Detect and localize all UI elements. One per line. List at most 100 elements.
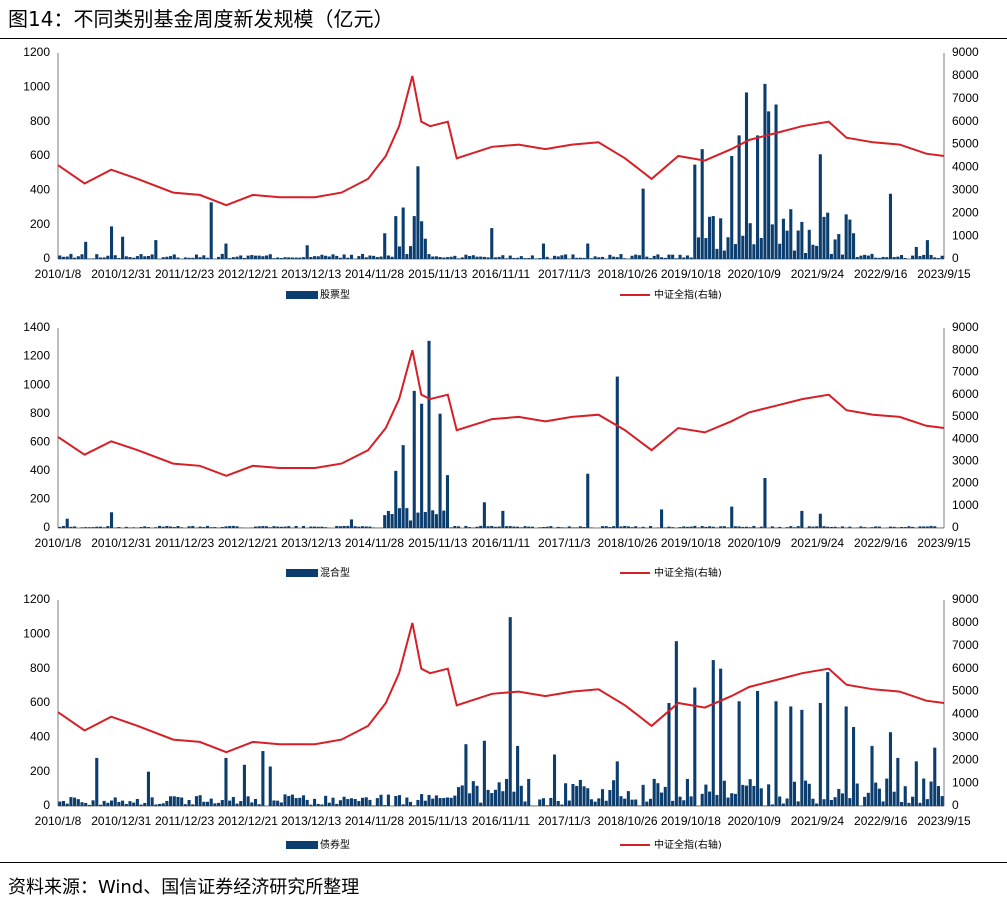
- bar: [346, 525, 350, 528]
- bar: [759, 526, 763, 528]
- bar: [623, 258, 627, 259]
- bar: [911, 796, 915, 806]
- bar: [205, 801, 210, 806]
- bar: [792, 781, 797, 806]
- bar: [693, 525, 697, 528]
- bar: [781, 218, 785, 259]
- title-rule: [0, 38, 1007, 39]
- bar: [564, 527, 568, 528]
- bar: [427, 254, 431, 259]
- bar: [634, 526, 638, 528]
- bar: [320, 254, 324, 259]
- bar: [146, 255, 150, 259]
- bar: [349, 798, 354, 806]
- bar: [752, 525, 756, 528]
- bar: [582, 526, 586, 528]
- left-axis-tick: 200: [30, 764, 50, 778]
- right-axis-tick: 3000: [952, 454, 979, 468]
- legend-line-label: 中证全指(右轴): [654, 838, 722, 851]
- bar: [870, 745, 874, 806]
- bar: [490, 228, 494, 259]
- bar: [205, 525, 210, 528]
- bar: [157, 803, 162, 806]
- bar: [313, 798, 317, 806]
- bar: [169, 526, 173, 528]
- bar: [409, 246, 413, 259]
- bar: [335, 526, 339, 528]
- bar: [420, 794, 424, 806]
- bar: [209, 202, 213, 259]
- bar: [313, 526, 317, 528]
- bar: [682, 257, 686, 259]
- bar: [696, 527, 701, 528]
- right-axis-tick: 4000: [952, 707, 979, 721]
- bar: [198, 257, 202, 259]
- x-axis-tick: 2015/11/13: [408, 536, 467, 550]
- bar: [855, 783, 859, 806]
- bar: [397, 795, 402, 806]
- bar: [752, 244, 756, 259]
- bar: [493, 257, 498, 259]
- bar: [693, 687, 697, 806]
- bar: [261, 526, 265, 528]
- bar: [109, 512, 114, 528]
- bar: [246, 255, 250, 259]
- bar: [482, 256, 486, 259]
- bar: [815, 803, 819, 806]
- bar: [807, 783, 811, 806]
- bar: [685, 526, 689, 528]
- bar: [397, 246, 402, 259]
- bar: [109, 226, 114, 259]
- bar: [660, 509, 664, 528]
- bar: [390, 256, 394, 259]
- bar: [538, 258, 542, 259]
- bar: [309, 804, 313, 806]
- bar: [516, 257, 520, 259]
- bar: [504, 778, 509, 806]
- bar: [508, 526, 512, 528]
- bar: [792, 250, 797, 259]
- x-axis-tick: 2011/12/23: [155, 814, 214, 828]
- bar: [545, 805, 549, 806]
- bar: [397, 508, 402, 528]
- bar: [892, 791, 896, 806]
- bar: [65, 518, 69, 528]
- right-axis-tick: 2000: [952, 476, 979, 490]
- x-axis-tick: 2021/9/24: [791, 814, 845, 828]
- x-axis-tick: 2012/12/21: [218, 267, 278, 281]
- bar: [324, 795, 328, 806]
- x-axis-tick: 2016/11/11: [472, 536, 531, 550]
- bar: [172, 527, 176, 528]
- bar: [800, 221, 804, 259]
- bar: [575, 257, 579, 259]
- bar: [217, 802, 221, 806]
- bar: [660, 257, 664, 259]
- bar: [903, 786, 907, 806]
- bar: [194, 796, 198, 806]
- chart-bond-funds: 0 200 400 600 800 1000 1200 0 1000 2000 3000 4000 50…: [23, 592, 979, 851]
- bar: [516, 745, 520, 806]
- bar: [132, 257, 136, 259]
- bar: [936, 786, 941, 806]
- bar: [789, 526, 793, 528]
- bar: [301, 257, 306, 259]
- bar: [785, 798, 789, 806]
- bar: [98, 526, 102, 528]
- bar: [379, 256, 383, 259]
- x-axis-tick: 2018/10/26: [598, 536, 658, 550]
- bar: [261, 256, 265, 259]
- bar: [756, 690, 760, 806]
- bar: [427, 794, 431, 806]
- legend-line-label: 中证全指(右轴): [654, 566, 722, 579]
- bar: [567, 526, 571, 528]
- bar: [283, 794, 287, 806]
- bar: [922, 254, 926, 259]
- bar: [545, 256, 549, 259]
- bar: [575, 527, 579, 528]
- bar: [641, 188, 645, 259]
- bar: [172, 254, 176, 259]
- bar: [512, 257, 516, 259]
- bar: [364, 526, 368, 528]
- bar: [804, 780, 808, 806]
- left-axis-tick: 1000: [23, 80, 50, 94]
